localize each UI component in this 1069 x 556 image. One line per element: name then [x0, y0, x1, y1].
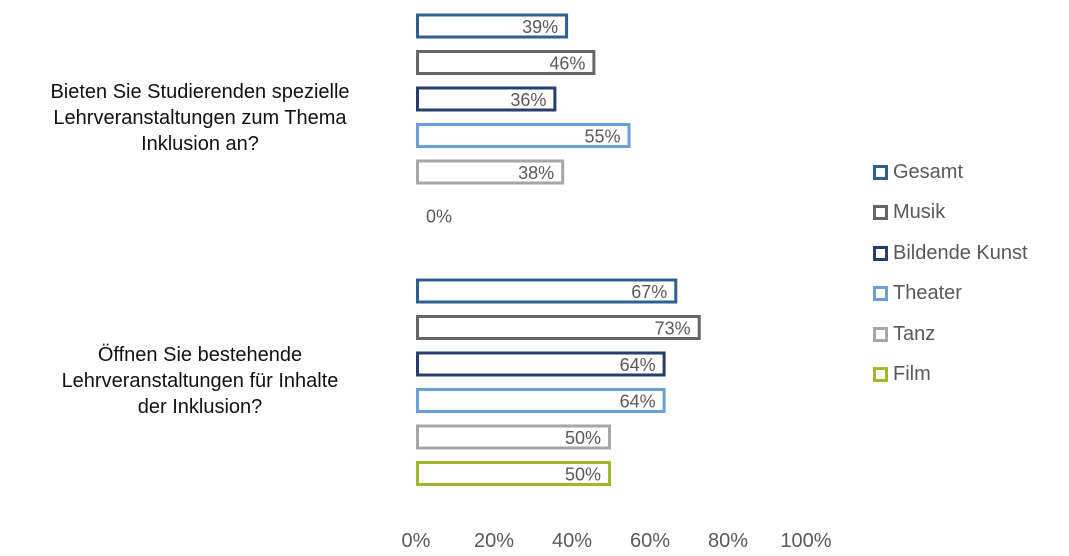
x-tick-label: 20%	[474, 530, 514, 552]
legend-swatch-musik	[873, 205, 888, 221]
bar-tanz-2	[416, 424, 611, 450]
legend-label-gesamt: Gesamt	[893, 160, 964, 183]
x-tick-label: 0%	[402, 530, 431, 552]
data-label-gesamt-1: 39%	[522, 17, 558, 37]
legend-swatch-gesamt	[873, 164, 888, 180]
bar-theater-2	[416, 388, 666, 413]
category-label-1: Bieten Sie Studierenden spezielle Lehrve…	[50, 81, 350, 155]
legend-item-musik: Musik	[873, 193, 1028, 234]
category-label-2: Öffnen Sie bestehende Lehrveranstaltunge…	[61, 344, 339, 418]
x-tick-label: 60%	[630, 530, 670, 552]
bar-gesamt-1	[416, 13, 569, 39]
legend-item-gesamt: Gesamt	[873, 152, 1028, 193]
bar-gesamt-2	[416, 278, 678, 304]
x-tick-label: 40%	[552, 530, 592, 552]
bar-musik-1	[416, 50, 596, 75]
x-tick-label: 80%	[708, 530, 748, 552]
data-label-tanz-2: 50%	[565, 428, 601, 448]
data-label-musik-2: 73%	[655, 319, 691, 339]
chart-legend: Gesamt Musik Bildende Kunst Theater Tanz…	[873, 152, 1028, 395]
legend-swatch-tanz	[873, 326, 888, 342]
bar-theater-1	[416, 123, 631, 148]
data-label-gesamt-2: 67%	[631, 282, 667, 302]
bar-musik-2	[416, 315, 701, 340]
legend-swatch-bildende-kunst	[873, 245, 888, 261]
legend-item-bildende-kunst: Bildende Kunst	[873, 233, 1028, 274]
data-label-tanz-1: 38%	[518, 163, 554, 183]
x-tick-label: 100%	[780, 530, 831, 552]
data-label-musik-1: 46%	[549, 54, 585, 74]
bar-bildende-kunst-1	[416, 86, 557, 112]
legend-label-tanz: Tanz	[893, 322, 936, 345]
legend-item-tanz: Tanz	[873, 314, 1028, 355]
data-label-theater-2: 64%	[620, 392, 656, 412]
bar-film-2	[416, 461, 611, 486]
bar-bildende-kunst-2	[416, 351, 666, 377]
legend-label-theater: Theater	[893, 282, 962, 305]
data-label-theater-1: 55%	[584, 127, 620, 147]
data-label-bildende-kunst-2: 64%	[620, 355, 656, 375]
legend-item-theater: Theater	[873, 274, 1028, 315]
data-label-bildende-kunst-1: 36%	[510, 90, 546, 110]
data-label-film-2: 50%	[565, 465, 601, 485]
legend-label-musik: Musik	[893, 201, 946, 224]
legend-swatch-theater	[873, 286, 888, 302]
bar-tanz-1	[416, 159, 565, 185]
data-label-film-1: 0%	[426, 207, 452, 227]
legend-label-bildende-kunst: Bildende Kunst	[893, 241, 1028, 264]
legend-label-film: Film	[893, 363, 931, 386]
legend-swatch-film	[873, 367, 888, 383]
legend-item-film: Film	[873, 355, 1028, 396]
